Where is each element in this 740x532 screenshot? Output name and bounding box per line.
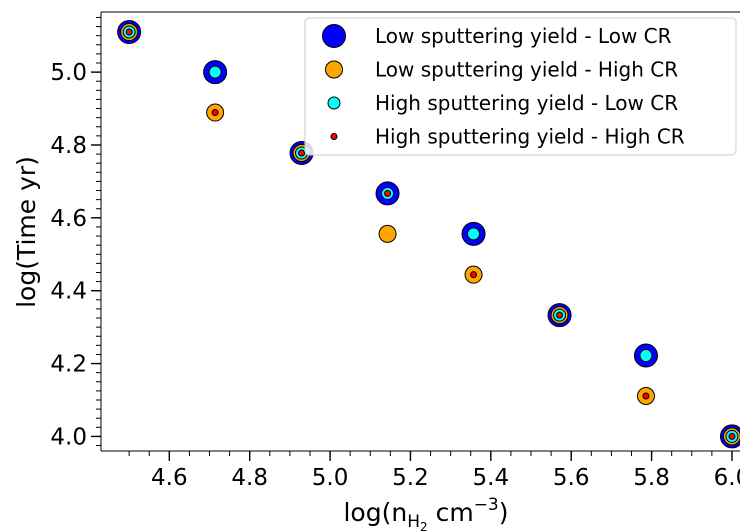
data-point [467,227,481,241]
data-point [211,109,219,117]
data-point [728,432,736,440]
x-axis: 4.6 4.8 5.0 5.2 5.4 5.6 5.8 6.0 [128,451,740,491]
legend-box [304,17,737,156]
x-tick-label: 5.4 [473,465,510,491]
x-tick-label: 5.6 [553,465,590,491]
y-tick-label: 4.8 [50,133,87,159]
y-tick-label: 4.6 [50,206,87,232]
y-axis: 4.0 4.2 4.4 4.6 4.8 5.0 [50,16,101,450]
series-4 [125,28,736,440]
y-axis-label: log(Time yr) [12,156,41,308]
x-tick-label: 4.6 [151,465,188,491]
data-markers [117,20,740,449]
x-tick-label: 5.0 [312,465,349,491]
y-tick-label: 5.0 [50,60,87,86]
y-tick-label: 4.2 [50,352,87,378]
data-point [125,28,133,36]
x-tick-label: 5.2 [392,465,429,491]
x-axis-label: log(nH2 cm−3) [343,495,508,532]
data-point [298,149,306,157]
legend-label: High sputtering yield - Low CR [375,91,678,115]
x-tick-label: 6.0 [714,465,740,491]
legend-marker [327,96,341,110]
data-point [384,189,392,197]
data-point [208,65,222,79]
legend-label: Low sputtering yield - High CR [375,58,678,82]
data-point [470,271,478,279]
legend-label: Low sputtering yield - Low CR [375,24,672,48]
data-point [556,311,564,319]
data-point [639,349,653,363]
data-point [642,392,650,400]
x-tick-label: 5.8 [633,465,670,491]
x-tick-label: 4.8 [231,465,268,491]
legend-marker [325,60,343,79]
legend-marker [322,24,346,48]
plot-frame [100,11,740,452]
y-tick-label: 4.4 [50,279,87,305]
legend-marker [330,133,338,140]
legend-label: High sputtering yield - High CR [375,125,685,149]
legend: Low sputtering yield - Low CR Low sputter… [304,17,737,156]
data-point [378,224,397,243]
y-tick-label: 4.0 [50,424,87,450]
